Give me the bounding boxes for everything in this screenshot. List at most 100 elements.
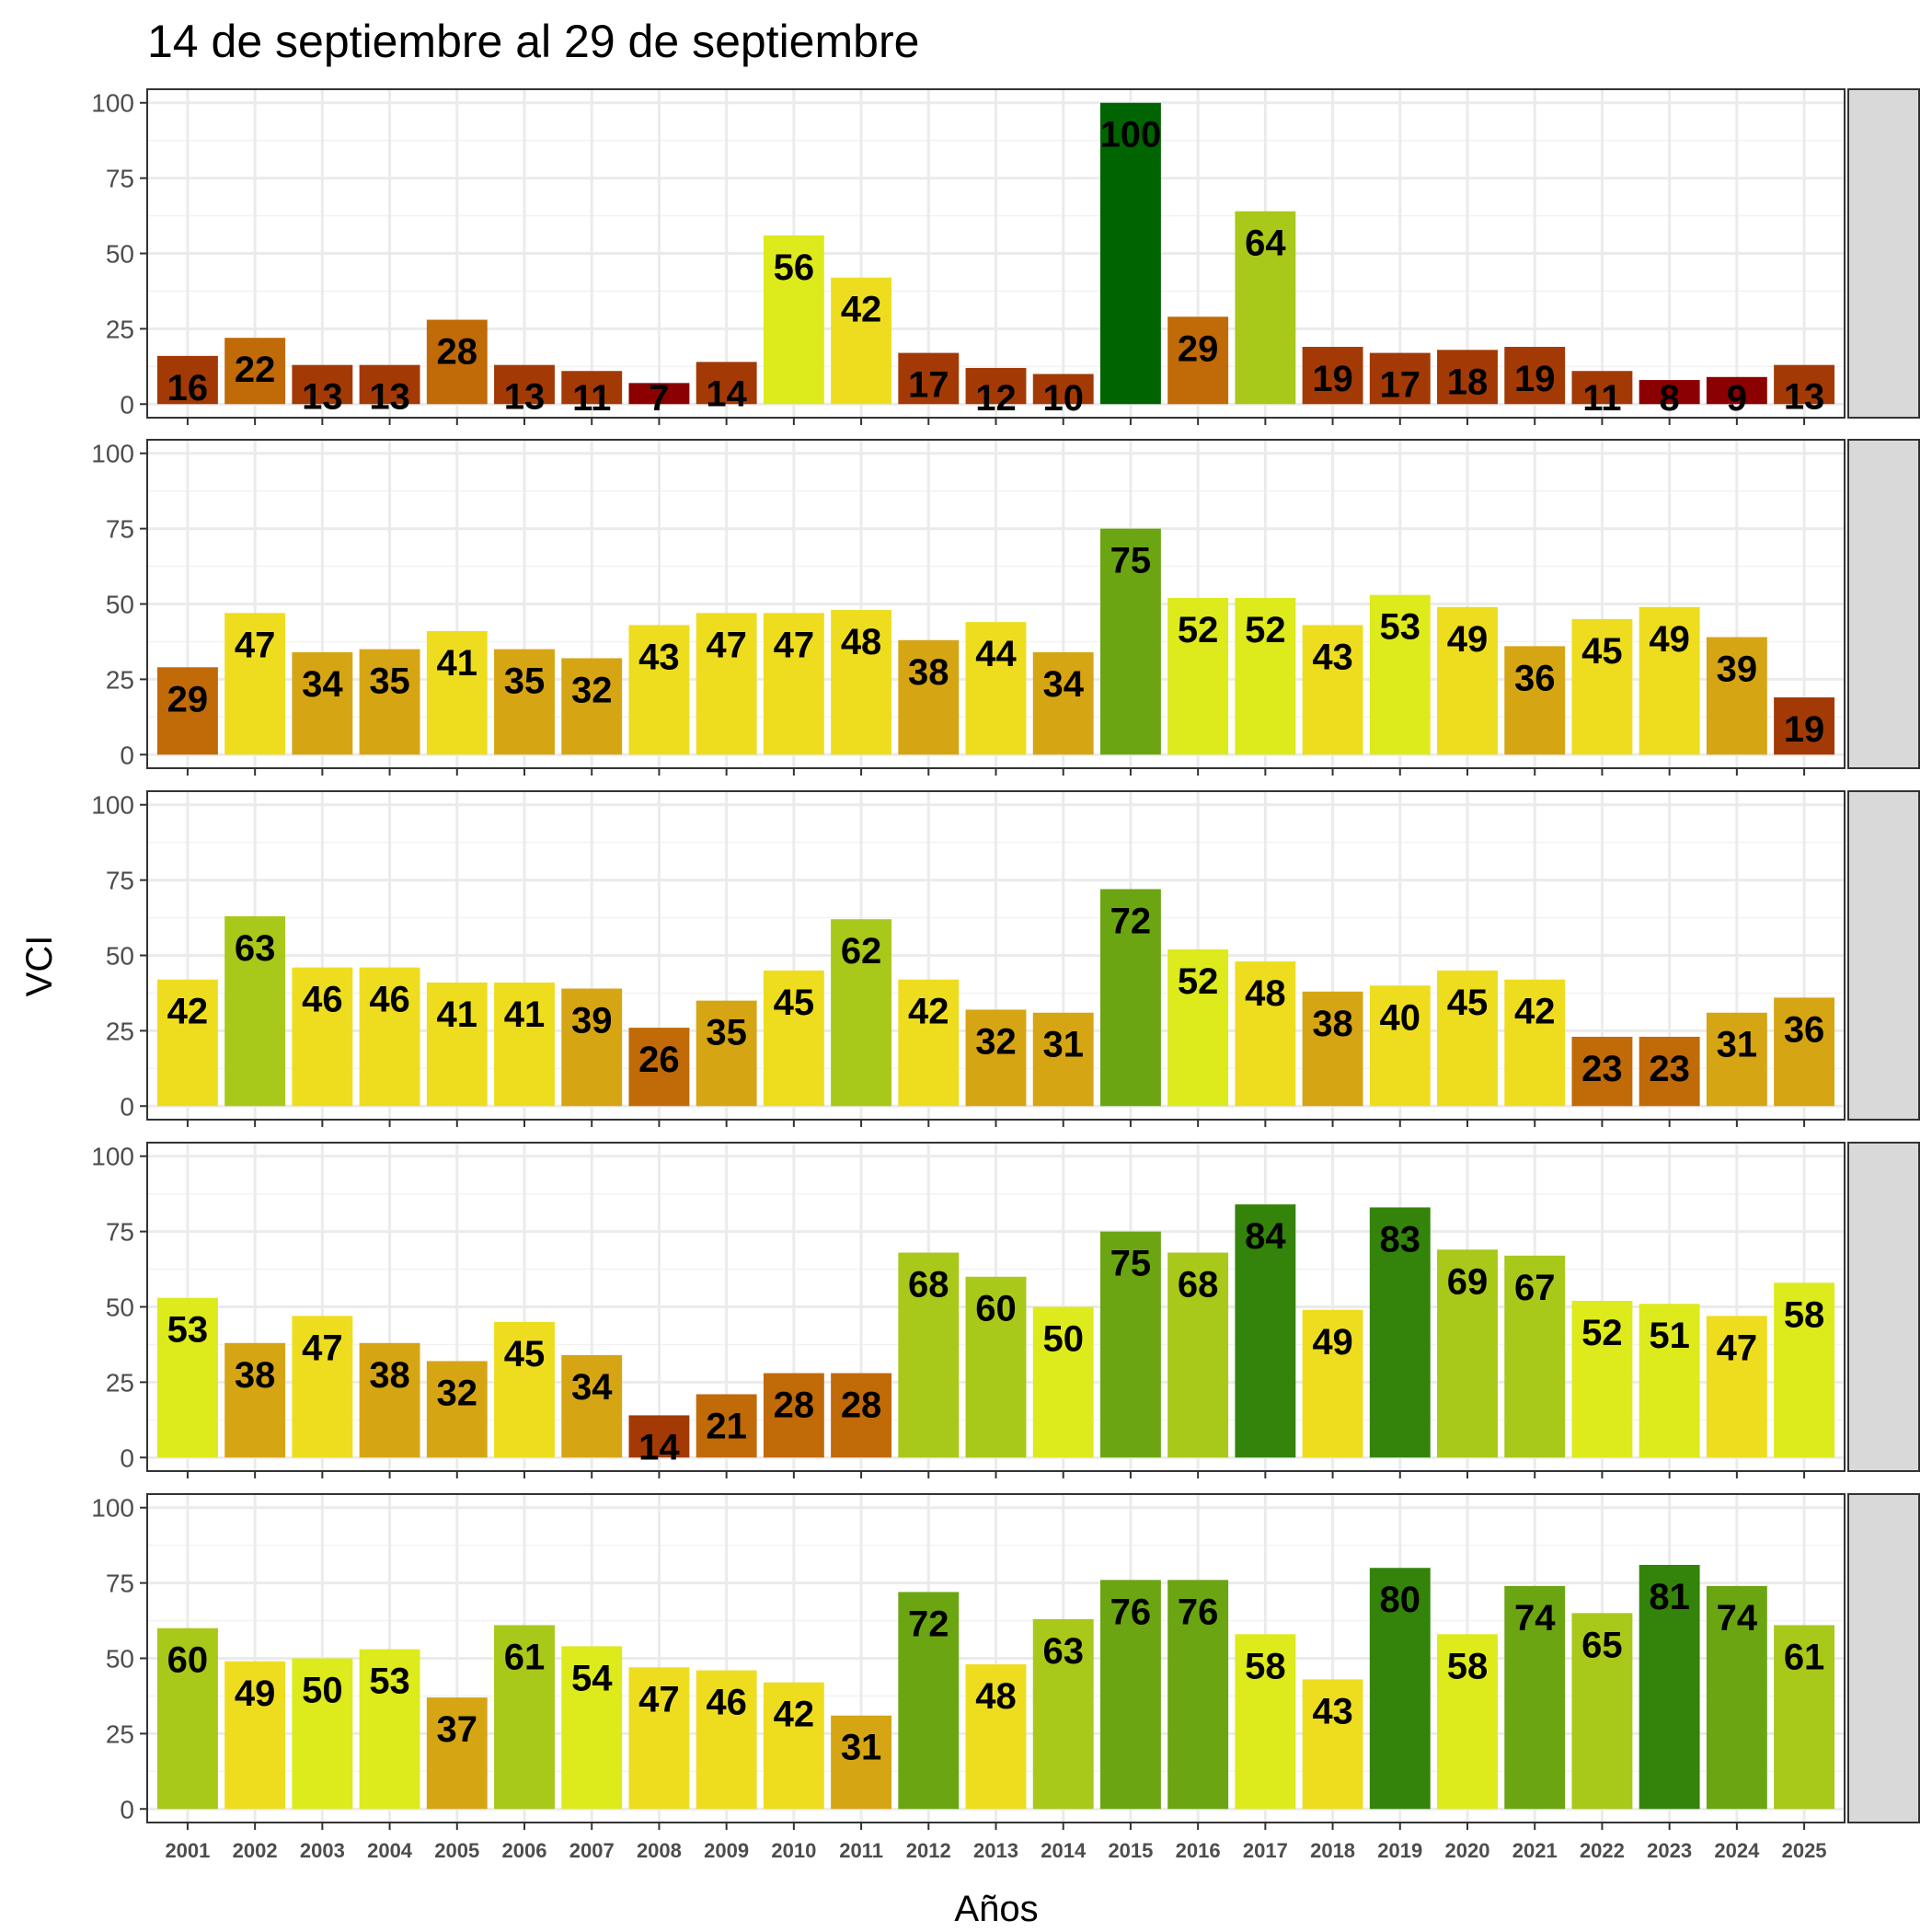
- value-label: 45: [1581, 631, 1623, 672]
- value-label: 49: [235, 1673, 276, 1714]
- value-label: 28: [437, 332, 478, 373]
- bar-2025: [1774, 1282, 1835, 1458]
- value-label: 50: [1042, 1319, 1084, 1360]
- y-tick-label: 50: [106, 1645, 134, 1673]
- bar-2019: [1369, 985, 1431, 1107]
- value-label: 58: [1245, 1646, 1286, 1686]
- bar-2023: [1639, 1304, 1700, 1458]
- bar-2006: [494, 982, 555, 1107]
- value-label: 13: [369, 377, 410, 418]
- x-tick-label: 2023: [1647, 1839, 1692, 1862]
- bar-2019: [1369, 352, 1431, 405]
- value-label: 52: [1245, 610, 1286, 650]
- y-tick-label: 50: [106, 240, 134, 269]
- value-label: 58: [1447, 1646, 1489, 1686]
- bar-2025: [1774, 697, 1835, 755]
- y-tick-label: 0: [120, 390, 134, 419]
- value-label: 75: [1110, 1244, 1152, 1284]
- x-tick-label: 2004: [367, 1839, 413, 1862]
- value-label: 67: [1514, 1268, 1556, 1308]
- value-label: 10: [1042, 378, 1084, 419]
- value-label: 26: [638, 1040, 680, 1080]
- value-label: 32: [975, 1021, 1017, 1062]
- value-label: 39: [1717, 650, 1758, 690]
- bar-2025: [1774, 364, 1835, 405]
- bar-2015: [1099, 1580, 1161, 1810]
- y-tick-label: 0: [120, 1092, 134, 1121]
- value-label: 60: [167, 1640, 209, 1681]
- y-tick-label: 0: [120, 1443, 134, 1472]
- x-tick-label: 2008: [637, 1839, 682, 1862]
- bar-2012: [898, 1252, 960, 1458]
- y-tick-label: 100: [91, 1143, 134, 1171]
- value-label: 50: [302, 1671, 343, 1711]
- x-tick-label: 2024: [1714, 1839, 1760, 1862]
- value-label: 23: [1581, 1049, 1623, 1089]
- value-label: 68: [1178, 1265, 1219, 1305]
- bar-2002: [224, 338, 286, 405]
- value-label: 8: [1660, 378, 1680, 419]
- bar-2011: [831, 277, 892, 405]
- x-tick-label: 2017: [1243, 1839, 1288, 1862]
- value-label: 65: [1581, 1625, 1623, 1665]
- bar-2018: [1302, 1309, 1363, 1458]
- x-tick-label: 2022: [1580, 1839, 1625, 1862]
- x-tick-label: 2014: [1041, 1839, 1087, 1862]
- x-tick-label: 2006: [502, 1839, 547, 1862]
- bar-2020: [1437, 1249, 1498, 1458]
- value-label: 46: [302, 980, 343, 1020]
- value-label: 47: [1717, 1328, 1758, 1368]
- bar-2006: [494, 1321, 555, 1458]
- bar-2022: [1571, 1300, 1633, 1458]
- value-label: 38: [908, 652, 949, 693]
- value-label: 38: [1312, 1004, 1353, 1044]
- bar-2004: [359, 364, 420, 405]
- bar-2022: [1571, 1613, 1633, 1810]
- value-label: 31: [841, 1728, 882, 1768]
- bar-2016: [1167, 1580, 1229, 1810]
- bar-2012: [898, 639, 960, 755]
- x-tick-label: 2002: [233, 1839, 278, 1862]
- bar-2003: [292, 1658, 353, 1810]
- bar-2016: [1167, 597, 1229, 755]
- bar-2012: [898, 979, 960, 1107]
- value-label: 7: [649, 378, 669, 419]
- y-tick-label: 50: [106, 942, 134, 971]
- bar-2013: [965, 1664, 1027, 1810]
- bar-2016: [1167, 1252, 1229, 1458]
- facet-strip: [1847, 1493, 1920, 1823]
- value-label: 38: [369, 1355, 410, 1396]
- value-label: 34: [571, 1367, 613, 1408]
- bar-2017: [1235, 1204, 1296, 1458]
- value-label: 52: [1581, 1313, 1623, 1353]
- bar-2004: [359, 1342, 420, 1458]
- bar-2004: [359, 649, 420, 755]
- x-tick-label: 2025: [1782, 1839, 1827, 1862]
- value-label: 76: [1178, 1592, 1219, 1632]
- bar-2007: [561, 371, 623, 405]
- bar-2003: [292, 364, 353, 405]
- bar-2021: [1504, 646, 1566, 755]
- bar-2012: [898, 1592, 960, 1810]
- y-axis-label: VCI: [19, 936, 60, 997]
- value-label: 64: [1245, 224, 1286, 264]
- y-tick-label: 50: [106, 591, 134, 619]
- bar-2020: [1437, 606, 1498, 755]
- value-label: 18: [1447, 362, 1489, 402]
- value-label: 35: [706, 1013, 747, 1053]
- bar-2004: [359, 967, 420, 1107]
- value-label: 72: [908, 1604, 949, 1644]
- value-label: 81: [1649, 1577, 1690, 1617]
- bar-2025: [1774, 997, 1835, 1107]
- bar-2018: [1302, 991, 1363, 1107]
- value-label: 42: [1514, 992, 1556, 1032]
- value-label: 83: [1380, 1219, 1421, 1259]
- value-label: 31: [1042, 1025, 1084, 1065]
- bar-2020: [1437, 350, 1498, 405]
- bar-2002: [224, 1661, 286, 1810]
- bar-2017: [1235, 211, 1296, 405]
- value-label: 36: [1514, 658, 1556, 698]
- value-label: 46: [706, 1683, 747, 1723]
- value-label: 42: [167, 992, 209, 1032]
- bar-2001: [156, 355, 218, 405]
